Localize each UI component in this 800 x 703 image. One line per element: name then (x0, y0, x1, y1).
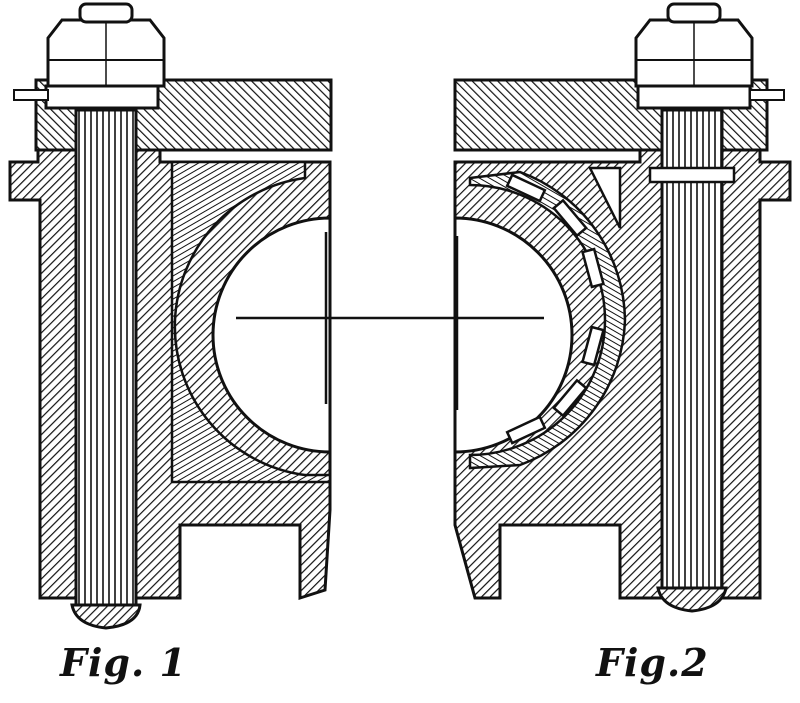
fig2-set-screw (749, 89, 785, 101)
figure-2 (453, 2, 792, 613)
fig2-bearing-bush (468, 170, 627, 470)
fig2-journal-cavity (453, 216, 574, 454)
fig1-bolt-top (78, 2, 134, 24)
fig2-collar (648, 166, 736, 184)
fig1-set-screw (13, 89, 49, 101)
fig1-bearing-bush (170, 160, 332, 484)
fig1-bolt-shank (74, 108, 138, 607)
fig2-white-metal-strips (505, 173, 605, 445)
figure-1 (8, 2, 333, 630)
fig2-bolt-shank (660, 108, 724, 592)
fig2-bolt-end (656, 586, 728, 613)
figure-1-caption: Fig. 1 (60, 640, 187, 685)
center-lines (236, 232, 544, 410)
fig1-bolt-end (70, 603, 142, 630)
fig1-journal-cavity (211, 216, 332, 454)
fig2-bolt-top (666, 2, 722, 24)
fig2-washer (636, 84, 752, 110)
figure-2-caption: Fig.2 (596, 640, 709, 685)
fig1-washer (44, 84, 160, 110)
fig2-oil-cavity (587, 166, 622, 229)
